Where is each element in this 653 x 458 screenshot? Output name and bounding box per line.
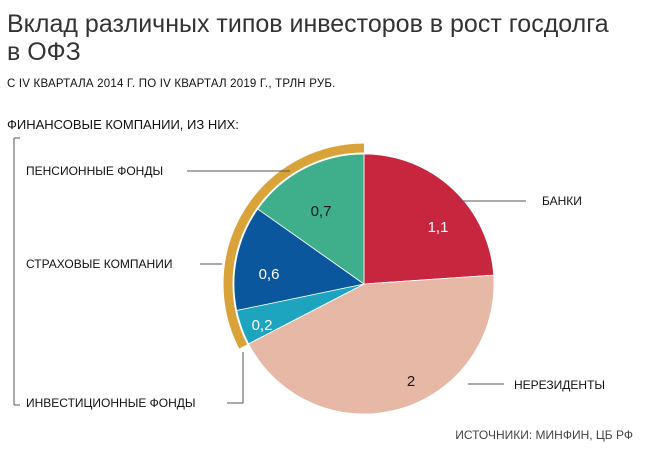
source-note: ИСТОЧНИКИ: МИНФИН, ЦБ РФ (455, 428, 633, 442)
value-label-insurance: 0,6 (259, 266, 280, 283)
slice-nonresidents (248, 274, 495, 415)
category-label-pension: ПЕНСИОННЫЕ ФОНДЫ (26, 164, 163, 178)
leader-line-investment-funds (227, 352, 244, 404)
category-label-insurance: СТРАХОВЫЕ КОМПАНИИ (26, 257, 172, 271)
value-label-investment-funds: 0,2 (252, 317, 273, 334)
slice-pension (257, 153, 365, 285)
category-label-nonresidents: НЕРЕЗИДЕНТЫ (514, 378, 605, 392)
value-label-banks: 1,1 (428, 219, 449, 236)
slice-insurance (233, 208, 365, 311)
category-label-investment-funds: ИНВЕСТИЦИОННЫЕ ФОНДЫ (26, 396, 196, 410)
value-label-nonresidents: 2 (407, 373, 415, 390)
chart-title: Вклад различных типов инвесторов в рост … (7, 10, 609, 66)
slice-banks (363, 153, 495, 285)
chart-subtitle: С IV КВАРТАЛА 2014 Г. ПО IV КВАРТАЛ 2019… (7, 78, 336, 90)
financial-group-label: ФИНАНСОВЫЕ КОМПАНИИ, ИЗ НИХ: (7, 117, 239, 132)
financial-group-arc (223, 143, 365, 349)
value-label-pension: 0,7 (311, 203, 332, 220)
category-label-banks: БАНКИ (542, 194, 582, 208)
